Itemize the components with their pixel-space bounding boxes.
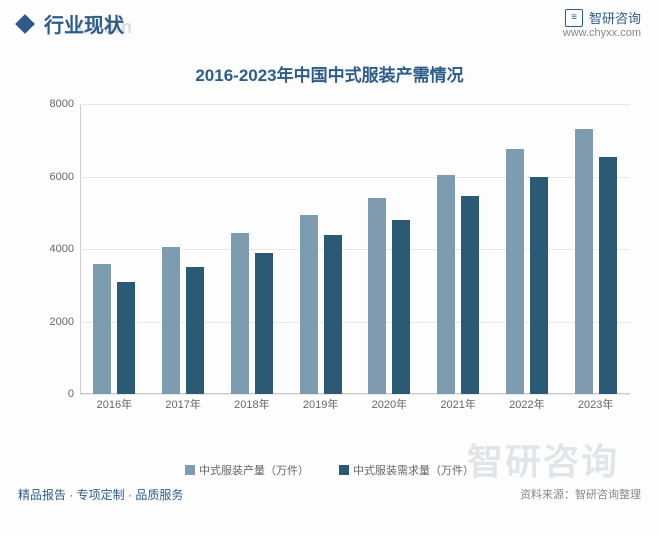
bar bbox=[186, 267, 204, 394]
bar bbox=[368, 198, 386, 394]
legend-item: 中式服装需求量（万件） bbox=[339, 462, 474, 478]
diamond-icon bbox=[15, 14, 35, 34]
x-tick-label: 2018年 bbox=[234, 396, 269, 412]
chart-title: 2016-2023年中国中式服装产需情况 bbox=[0, 61, 659, 86]
section-title: 行业现状 bbox=[44, 9, 124, 38]
brand-text: 智研咨询 bbox=[589, 8, 641, 27]
header-right: ≡ 智研咨询 www.chyxx.com bbox=[563, 8, 641, 39]
bar bbox=[575, 129, 593, 394]
bar bbox=[117, 282, 135, 394]
x-tick-label: 2022年 bbox=[509, 396, 544, 412]
chart-area: 0 2000 4000 6000 8000 2016年 2017年 2018年 2019年 202… bbox=[40, 94, 640, 434]
bar bbox=[324, 235, 342, 395]
y-tick-label: 6000 bbox=[42, 171, 74, 183]
footer: 精品报告 · 专项定制 · 品质服务 资料来源：智研咨询整理 bbox=[0, 478, 659, 503]
legend-label: 中式服装需求量（万件） bbox=[353, 462, 474, 478]
legend-item: 中式服装产量（万件） bbox=[185, 462, 309, 478]
x-tick-label: 2020年 bbox=[372, 396, 407, 412]
y-tick-label: 0 bbox=[42, 388, 74, 400]
bar bbox=[392, 220, 410, 394]
bar bbox=[437, 175, 455, 394]
bar bbox=[93, 264, 111, 395]
gridline bbox=[80, 104, 630, 105]
header-left: 行业现状 Chain bbox=[18, 9, 124, 38]
bar bbox=[255, 253, 273, 394]
bar bbox=[530, 177, 548, 395]
legend-label: 中式服装产量（万件） bbox=[199, 462, 309, 478]
bar bbox=[599, 157, 617, 394]
bar bbox=[506, 149, 524, 394]
bar bbox=[231, 233, 249, 394]
footer-left: 精品报告 · 专项定制 · 品质服务 bbox=[18, 486, 183, 503]
url-text: www.chyxx.com bbox=[563, 27, 641, 39]
bar bbox=[461, 196, 479, 394]
x-tick-label: 2016年 bbox=[97, 396, 132, 412]
x-tick-label: 2023年 bbox=[578, 396, 613, 412]
legend-swatch bbox=[185, 465, 195, 475]
header: 行业现状 Chain ≡ 智研咨询 www.chyxx.com bbox=[0, 0, 659, 43]
y-tick-label: 4000 bbox=[42, 243, 74, 255]
y-tick-label: 2000 bbox=[42, 316, 74, 328]
x-tick-label: 2019年 bbox=[303, 396, 338, 412]
bar bbox=[300, 215, 318, 394]
legend-swatch bbox=[339, 465, 349, 475]
plot-region: 020004000600080002016年2017年2018年2019年202… bbox=[80, 104, 630, 394]
gridline bbox=[80, 394, 630, 395]
footer-right: 资料来源：智研咨询整理 bbox=[520, 486, 641, 503]
y-tick-label: 8000 bbox=[42, 98, 74, 110]
logo-icon: ≡ bbox=[565, 9, 583, 27]
x-tick-label: 2021年 bbox=[440, 396, 475, 412]
legend: 中式服装产量（万件） 中式服装需求量（万件） bbox=[0, 462, 659, 478]
x-tick-label: 2017年 bbox=[165, 396, 200, 412]
bar bbox=[162, 247, 180, 394]
